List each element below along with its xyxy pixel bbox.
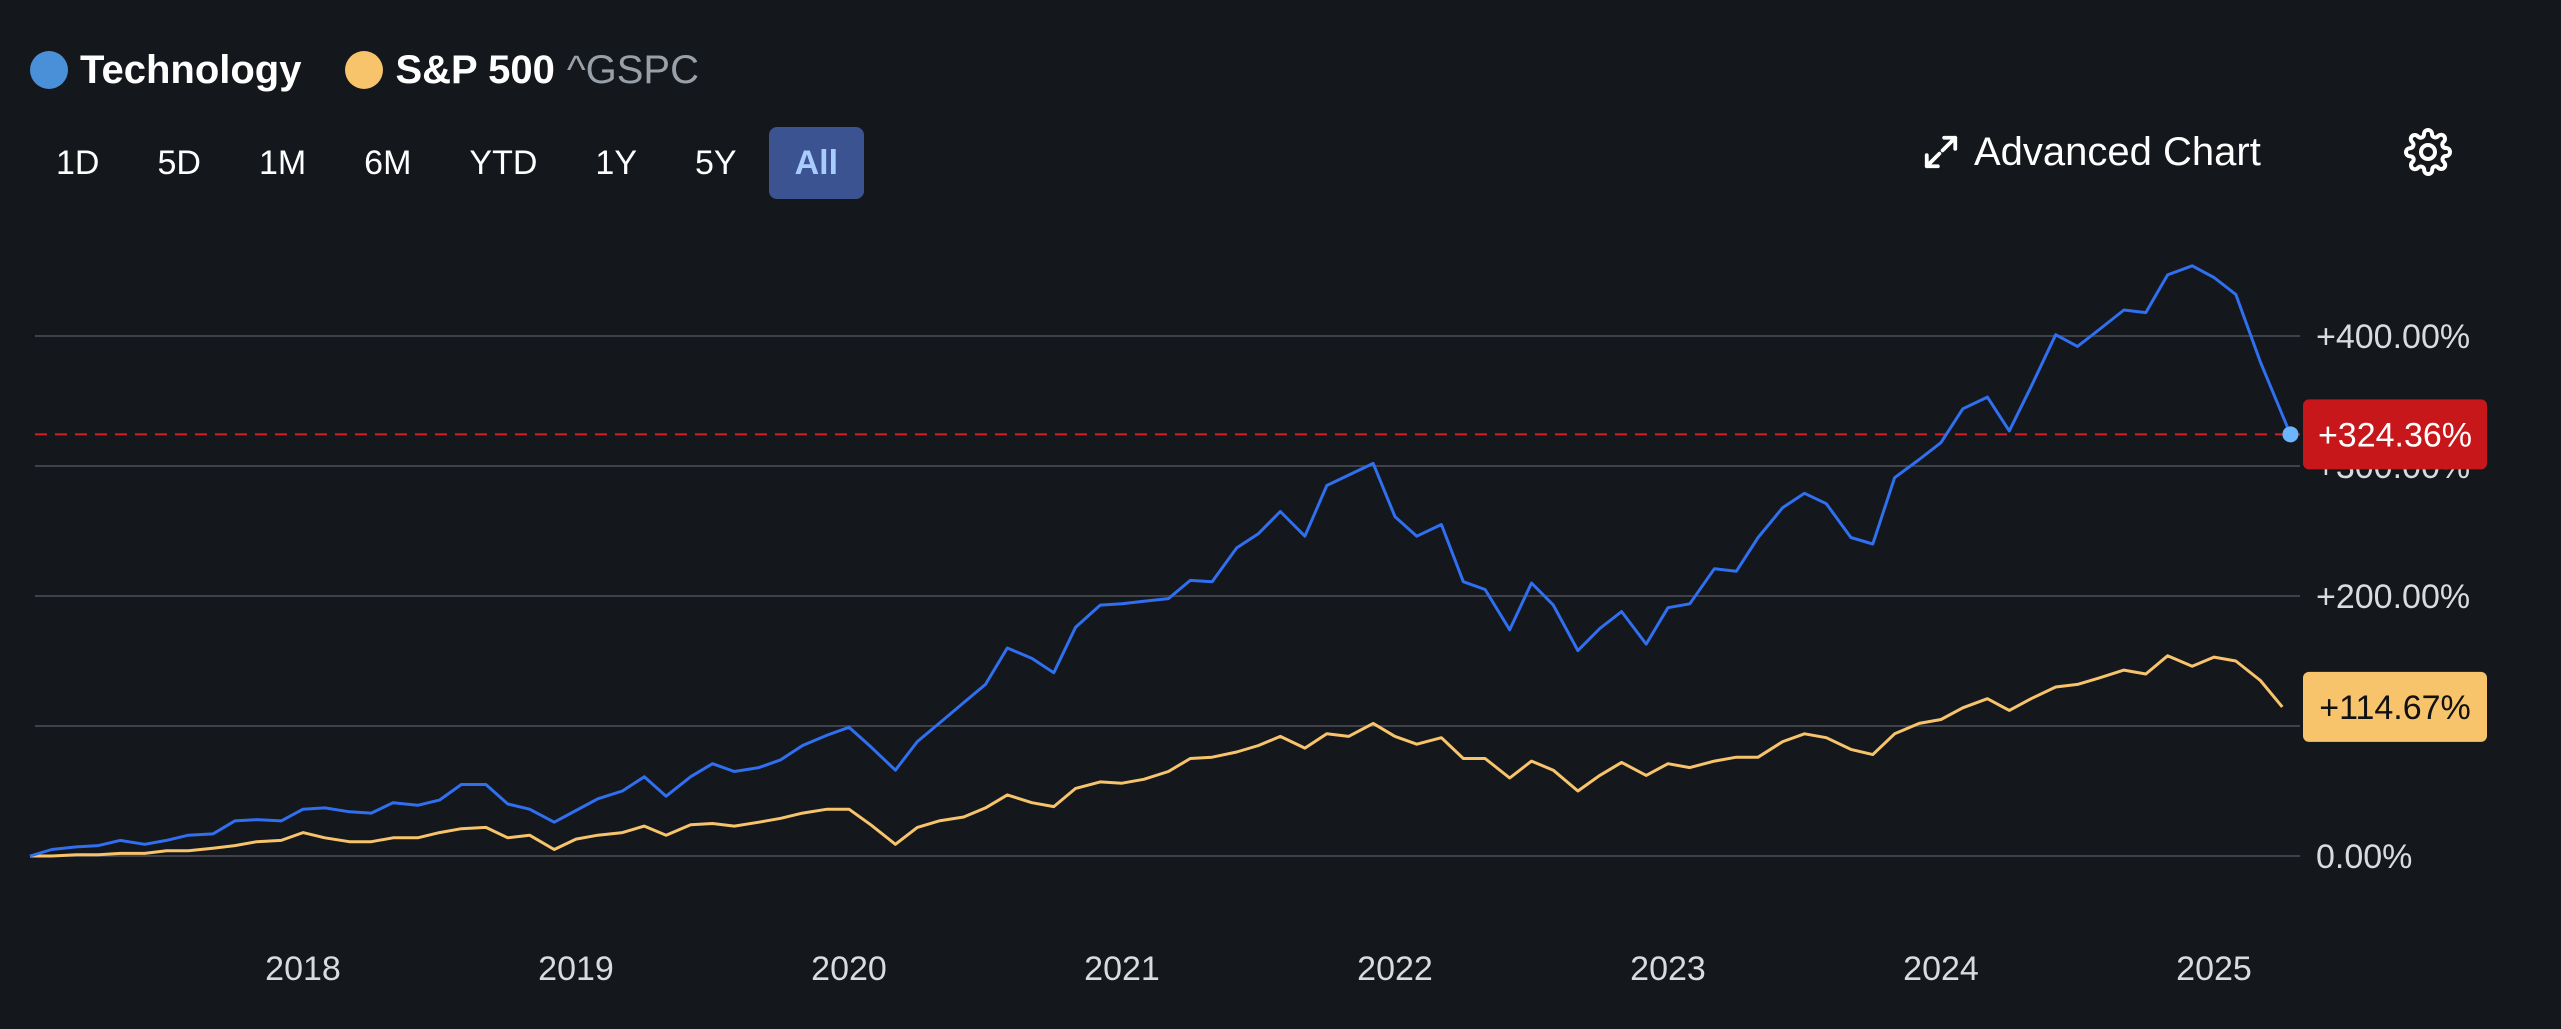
end-value-label: +324.36%	[2318, 416, 2472, 454]
x-tick-label: 2025	[2176, 950, 2252, 988]
sp500-color-dot	[345, 51, 384, 89]
legend-sp500-label: S&P 500	[395, 47, 555, 92]
range-button-1m[interactable]: 1M	[258, 143, 307, 182]
end-label-layer: +324.36% +114.67%	[2303, 399, 2487, 742]
legend-technology-label: Technology	[80, 47, 302, 92]
range-button-5d[interactable]: 5D	[157, 143, 201, 182]
range-button-1y[interactable]: 1Y	[595, 143, 637, 182]
x-tick-label: 2024	[1903, 950, 1979, 988]
legend-item-technology[interactable]: Technology	[30, 48, 301, 93]
legend-item-sp500[interactable]: S&P 500 ^GSPC	[345, 48, 699, 93]
gear-icon	[2404, 128, 2452, 176]
grid-layer	[35, 335, 2300, 857]
x-tick-label: 2021	[1084, 950, 1160, 988]
y-tick-label: +200.00%	[2316, 578, 2470, 616]
range-button-all[interactable]: All	[768, 127, 865, 199]
x-tick-label: 2018	[265, 950, 341, 988]
range-button-5y[interactable]: 5Y	[695, 143, 737, 182]
advanced-chart-label: Advanced Chart	[1974, 129, 2261, 174]
end-value-tag-bg	[2303, 399, 2487, 470]
legend: Technology S&P 500 ^GSPC	[30, 40, 743, 100]
end-value-label: +114.67%	[2319, 689, 2471, 727]
range-button-6m[interactable]: 6M	[364, 143, 412, 182]
series-line-technology	[29, 264, 2292, 858]
x-tick-label: 2022	[1357, 950, 1433, 988]
technology-color-dot	[30, 51, 68, 89]
technology-end-point	[2282, 426, 2299, 443]
x-axis-tick-labels: 2018 2019 2020 2021 2022 2023 2024 2025	[265, 950, 2252, 988]
end-value-tag-bg	[2303, 671, 2487, 742]
advanced-chart-button[interactable]: Advanced Chart	[1922, 120, 2261, 184]
y-tick-label: +400.00%	[2316, 318, 2470, 356]
legend-sp500-ticker: ^GSPC	[566, 47, 699, 92]
range-selector: 1D 5D 1M 6M YTD 1Y 5Y All	[30, 127, 870, 199]
series-line-s-p-500	[30, 654, 2284, 858]
x-tick-label: 2020	[811, 950, 887, 988]
x-tick-label: 2019	[538, 950, 614, 988]
x-tick-label: 2023	[1630, 950, 1706, 988]
expand-arrows-icon	[1924, 135, 1958, 169]
end-value-tag: +114.67%	[2303, 671, 2487, 742]
range-button-1d[interactable]: 1D	[56, 143, 100, 182]
y-tick-label: 0.00%	[2316, 838, 2412, 876]
series-layer	[29, 264, 2299, 858]
range-button-ytd[interactable]: YTD	[469, 143, 538, 182]
end-value-tag: +324.36%	[2303, 399, 2487, 470]
settings-button[interactable]	[2404, 128, 2452, 176]
